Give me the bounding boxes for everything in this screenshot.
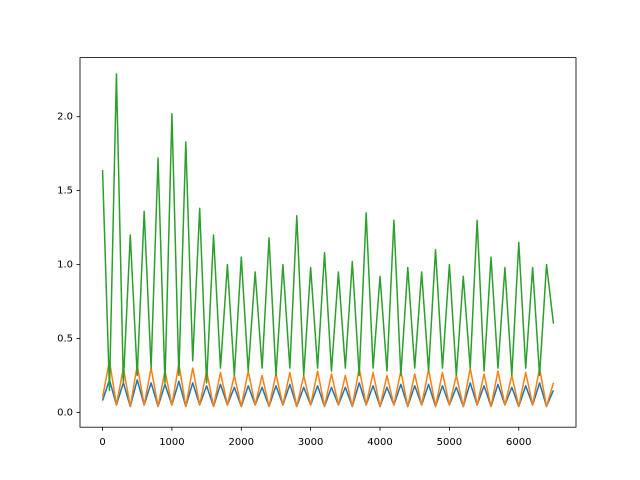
x-tick-label: 2000 — [229, 437, 254, 448]
x-tick-label: 4000 — [367, 437, 392, 448]
y-tick-label: 1.5 — [57, 186, 73, 197]
plot-frame — [79, 57, 577, 428]
y-tick-label: 1.0 — [57, 260, 73, 271]
y-tick-label: 2.0 — [57, 112, 73, 123]
y-tick-label: 0.0 — [57, 407, 73, 418]
x-tick-label: 1000 — [159, 437, 184, 448]
x-tick-label: 3000 — [298, 437, 323, 448]
data-line — [101, 359, 555, 408]
y-tick-label: 0.5 — [57, 333, 73, 344]
x-tick-label: 6000 — [506, 437, 531, 448]
data-line — [101, 73, 555, 391]
x-tick-label: 5000 — [437, 437, 462, 448]
x-tick-label: 0 — [99, 437, 105, 448]
